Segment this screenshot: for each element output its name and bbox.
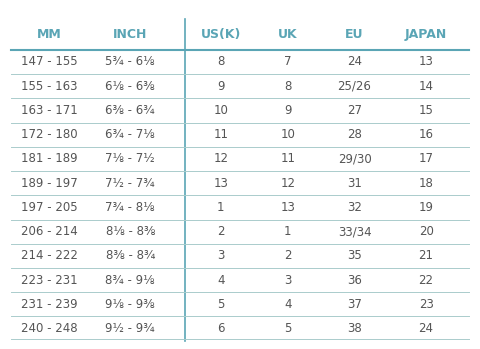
Text: 5¾ - 6⅛: 5¾ - 6⅛	[106, 55, 155, 68]
Text: 6¾ - 7⅛: 6¾ - 7⅛	[106, 128, 155, 141]
Text: 16: 16	[419, 128, 433, 141]
Text: 1: 1	[284, 225, 291, 238]
Text: 5: 5	[217, 298, 225, 311]
Text: US(K): US(K)	[201, 28, 241, 41]
Text: 155 - 163: 155 - 163	[21, 80, 77, 93]
Text: 8⅛ - 8⅜: 8⅛ - 8⅜	[106, 225, 155, 238]
Text: 8: 8	[284, 80, 291, 93]
Text: EU: EU	[345, 28, 364, 41]
Text: 36: 36	[347, 274, 362, 287]
Text: MM: MM	[37, 28, 61, 41]
Text: 8¾ - 9⅛: 8¾ - 9⅛	[106, 274, 155, 287]
Text: 172 - 180: 172 - 180	[21, 128, 77, 141]
Text: 7: 7	[284, 55, 291, 68]
Text: 7¾ - 8⅛: 7¾ - 8⅛	[106, 201, 155, 214]
Text: 206 - 214: 206 - 214	[21, 225, 77, 238]
Text: 11: 11	[214, 128, 228, 141]
Text: 214 - 222: 214 - 222	[21, 250, 78, 262]
Text: 20: 20	[419, 225, 433, 238]
Text: 4: 4	[284, 298, 291, 311]
Text: 24: 24	[347, 55, 362, 68]
Text: 7⅛ - 7½: 7⅛ - 7½	[106, 153, 155, 165]
Text: 8⅜ - 8¾: 8⅜ - 8¾	[106, 250, 155, 262]
Text: 22: 22	[419, 274, 433, 287]
Text: 12: 12	[214, 153, 228, 165]
Text: JAPAN: JAPAN	[405, 28, 447, 41]
Text: 38: 38	[347, 322, 362, 335]
Text: 19: 19	[419, 201, 433, 214]
Text: 35: 35	[347, 250, 362, 262]
Text: 147 - 155: 147 - 155	[21, 55, 77, 68]
Text: INCH: INCH	[113, 28, 147, 41]
Text: 1: 1	[217, 201, 225, 214]
Text: 32: 32	[347, 201, 362, 214]
Text: 23: 23	[419, 298, 433, 311]
Text: 2: 2	[284, 250, 291, 262]
Text: 13: 13	[280, 201, 295, 214]
Text: 240 - 248: 240 - 248	[21, 322, 77, 335]
Text: 6⅛ - 6⅜: 6⅛ - 6⅜	[106, 80, 155, 93]
Text: 3: 3	[217, 250, 225, 262]
Text: 6: 6	[217, 322, 225, 335]
Text: 231 - 239: 231 - 239	[21, 298, 77, 311]
Text: 27: 27	[347, 104, 362, 117]
Text: 181 - 189: 181 - 189	[21, 153, 77, 165]
Text: 21: 21	[419, 250, 433, 262]
Text: 8: 8	[217, 55, 225, 68]
Text: 10: 10	[214, 104, 228, 117]
Text: 37: 37	[347, 298, 362, 311]
Text: 9: 9	[217, 80, 225, 93]
Text: 9½ - 9¾: 9½ - 9¾	[106, 322, 155, 335]
Text: 4: 4	[217, 274, 225, 287]
Text: 9: 9	[284, 104, 291, 117]
Text: 7½ - 7¾: 7½ - 7¾	[106, 177, 155, 190]
Text: 17: 17	[419, 153, 433, 165]
Text: 6⅜ - 6¾: 6⅜ - 6¾	[106, 104, 155, 117]
Text: UK: UK	[278, 28, 298, 41]
Text: 163 - 171: 163 - 171	[21, 104, 77, 117]
Text: 13: 13	[214, 177, 228, 190]
Text: 28: 28	[347, 128, 362, 141]
Text: 10: 10	[280, 128, 295, 141]
Text: 189 - 197: 189 - 197	[21, 177, 77, 190]
Text: 3: 3	[284, 274, 291, 287]
Text: 13: 13	[419, 55, 433, 68]
Text: 11: 11	[280, 153, 295, 165]
Text: 33/34: 33/34	[338, 225, 372, 238]
Text: 197 - 205: 197 - 205	[21, 201, 77, 214]
Text: 2: 2	[217, 225, 225, 238]
Text: 24: 24	[419, 322, 433, 335]
Text: 5: 5	[284, 322, 291, 335]
Text: 223 - 231: 223 - 231	[21, 274, 77, 287]
Text: 31: 31	[347, 177, 362, 190]
Text: 9⅛ - 9⅜: 9⅛ - 9⅜	[106, 298, 155, 311]
Text: 15: 15	[419, 104, 433, 117]
Text: 18: 18	[419, 177, 433, 190]
Text: 14: 14	[419, 80, 433, 93]
Text: 12: 12	[280, 177, 295, 190]
Text: 29/30: 29/30	[337, 153, 372, 165]
Text: 25/26: 25/26	[337, 80, 372, 93]
